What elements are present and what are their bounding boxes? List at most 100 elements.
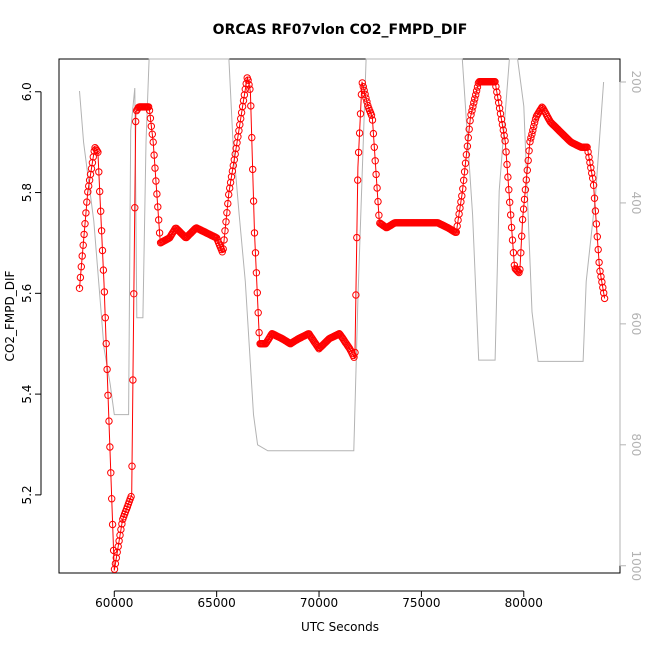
- data-point: [502, 148, 510, 156]
- data-point: [498, 120, 507, 129]
- data-point: [241, 85, 250, 93]
- data-point: [98, 246, 107, 255]
- data-point: [594, 245, 602, 254]
- data-point: [369, 129, 378, 138]
- data-point: [358, 79, 366, 87]
- data-point: [464, 134, 472, 142]
- data-point: [88, 159, 97, 167]
- data-point: [104, 391, 112, 399]
- data-point: [600, 289, 608, 297]
- data-point: [589, 174, 597, 183]
- data-point: [522, 176, 530, 184]
- data-point: [375, 211, 383, 219]
- data-point: [101, 314, 110, 322]
- data-point: [148, 130, 157, 138]
- data-point: [595, 258, 603, 267]
- y2-tick-label: 400: [629, 191, 643, 214]
- y-axis: 5.2 5.4 5.6 5.8 6.0: [20, 82, 42, 504]
- data-point: [117, 525, 125, 534]
- data-point: [116, 531, 124, 539]
- data-point: [465, 125, 473, 133]
- data-point: [503, 160, 511, 169]
- data-point: [461, 159, 470, 167]
- data-point: [463, 142, 472, 150]
- x-tick-label: 75000: [402, 596, 440, 610]
- data-point: [589, 181, 598, 190]
- data-point: [523, 166, 531, 174]
- data-point: [154, 203, 162, 211]
- data-point: [459, 185, 467, 193]
- data-point: [499, 126, 507, 134]
- data-point: [471, 95, 479, 103]
- data-point: [253, 289, 261, 297]
- data-point: [469, 103, 477, 111]
- data-point: [131, 204, 139, 212]
- data-point: [118, 520, 126, 528]
- data-point: [527, 134, 535, 142]
- data-point: [150, 151, 158, 159]
- data-point: [75, 284, 84, 292]
- data-point: [105, 417, 113, 425]
- data-point: [373, 184, 381, 192]
- data-point: [230, 156, 239, 164]
- data-point: [468, 107, 476, 115]
- data-point: [223, 209, 231, 217]
- data-point: [586, 158, 594, 167]
- data-point: [247, 102, 255, 110]
- data-point: [106, 443, 114, 451]
- data-point: [248, 133, 256, 142]
- data-point: [494, 93, 502, 102]
- data-point: [103, 365, 111, 374]
- data-point: [149, 138, 157, 146]
- data-point: [254, 309, 262, 317]
- data-point: [220, 236, 228, 244]
- data-point: [89, 153, 98, 161]
- data-point: [519, 205, 528, 213]
- data-point: [514, 267, 522, 276]
- data-point: [147, 122, 156, 131]
- data-point: [108, 520, 117, 529]
- data-point: [227, 173, 236, 181]
- data-point: [526, 138, 534, 146]
- data-point: [593, 233, 601, 241]
- data-point: [249, 165, 257, 174]
- data-point: [80, 230, 88, 239]
- data-point: [356, 110, 365, 118]
- data-point: [584, 148, 592, 156]
- data-point: [99, 266, 108, 274]
- data-point: [530, 122, 538, 131]
- data-point: [228, 167, 237, 175]
- data-point: [588, 169, 596, 177]
- y-axis-label: CO2_FMPD_DIF: [3, 270, 17, 361]
- data-point: [368, 116, 377, 124]
- data-point: [516, 265, 524, 274]
- data-point: [515, 268, 523, 277]
- data-point: [351, 348, 359, 357]
- data-point: [249, 197, 258, 205]
- data-point: [129, 376, 137, 384]
- chart-title: ORCAS RF07vlon CO2_FMPD_DIF: [213, 22, 468, 38]
- x-axis-label: UTC Seconds: [301, 620, 379, 634]
- data-point: [246, 85, 254, 93]
- data-point: [587, 164, 595, 172]
- y2-tick-label: 1000: [629, 550, 643, 581]
- data-point: [97, 207, 105, 215]
- data-point: [497, 115, 506, 123]
- data-point: [521, 186, 530, 194]
- data-point: [598, 278, 606, 286]
- data-point: [355, 129, 364, 137]
- data-point: [467, 111, 475, 119]
- data-point: [90, 147, 98, 155]
- data-point: [108, 495, 116, 503]
- data-point: [232, 144, 240, 153]
- data-point: [495, 99, 503, 107]
- x-tick-label: 65000: [198, 596, 236, 610]
- data-point: [583, 143, 591, 151]
- data-point: [93, 147, 101, 155]
- data-point: [491, 78, 499, 86]
- data-point: [127, 492, 135, 501]
- data-point: [96, 187, 104, 196]
- data-point: [506, 198, 514, 207]
- data-point: [130, 290, 138, 298]
- data-point: [84, 188, 92, 196]
